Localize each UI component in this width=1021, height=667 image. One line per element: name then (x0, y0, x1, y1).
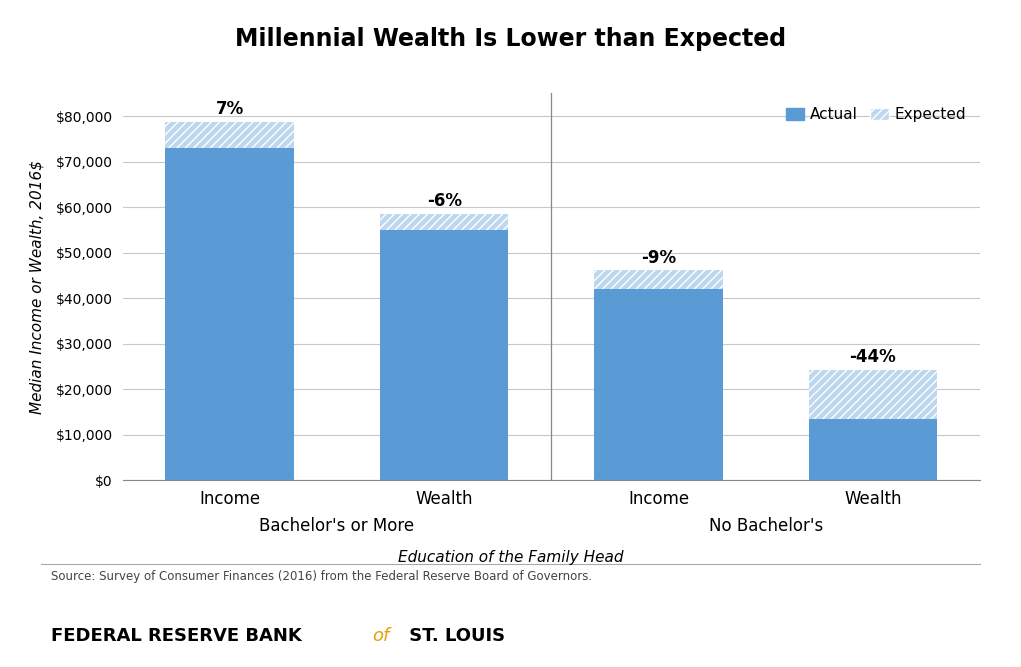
Bar (809, 419, 937, 480)
Text: -44%: -44% (849, 348, 896, 366)
Bar (165, 122, 294, 148)
Text: Source: Survey of Consumer Finances (2016) from the Federal Reserve Board of Gov: Source: Survey of Consumer Finances (201… (51, 570, 592, 583)
Text: Bachelor's or More: Bachelor's or More (259, 517, 415, 535)
Bar (165, 148, 294, 480)
Text: -9%: -9% (641, 249, 676, 267)
Legend: Actual, Expected: Actual, Expected (780, 101, 973, 128)
Y-axis label: Median Income or Wealth, 2016$: Median Income or Wealth, 2016$ (30, 160, 45, 414)
Text: FEDERAL RESERVE BANK: FEDERAL RESERVE BANK (51, 627, 308, 645)
Bar (809, 370, 937, 419)
Text: of: of (373, 627, 390, 645)
Bar (380, 230, 508, 480)
Text: Millennial Wealth Is Lower than Expected: Millennial Wealth Is Lower than Expected (235, 27, 786, 51)
Text: ST. LOUIS: ST. LOUIS (403, 627, 505, 645)
Text: No Bachelor's: No Bachelor's (709, 517, 823, 535)
Text: 7%: 7% (215, 101, 244, 119)
Text: Education of the Family Head: Education of the Family Head (398, 550, 623, 565)
Bar (594, 270, 723, 289)
Bar (380, 214, 508, 230)
Bar (594, 289, 723, 480)
Text: -6%: -6% (427, 192, 461, 210)
